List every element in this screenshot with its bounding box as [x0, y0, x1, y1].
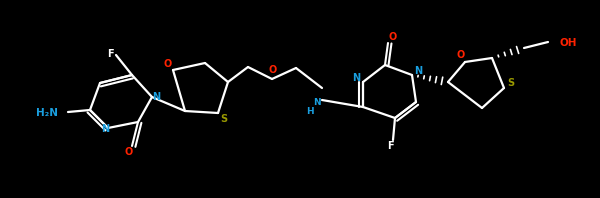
Text: N: N — [352, 73, 360, 83]
Text: O: O — [269, 65, 277, 75]
Text: N: N — [414, 66, 422, 76]
Text: O: O — [164, 59, 172, 69]
Text: H: H — [306, 107, 314, 115]
Text: OH: OH — [560, 38, 577, 48]
Text: F: F — [107, 49, 113, 59]
Text: O: O — [389, 32, 397, 42]
Text: N: N — [152, 92, 160, 102]
Text: N: N — [101, 124, 109, 134]
Text: N: N — [313, 97, 321, 107]
Text: O: O — [457, 50, 465, 60]
Text: H₂N: H₂N — [36, 108, 58, 118]
Text: S: S — [220, 114, 227, 124]
Text: S: S — [508, 78, 515, 88]
Text: F: F — [386, 141, 394, 151]
Text: O: O — [125, 147, 133, 157]
